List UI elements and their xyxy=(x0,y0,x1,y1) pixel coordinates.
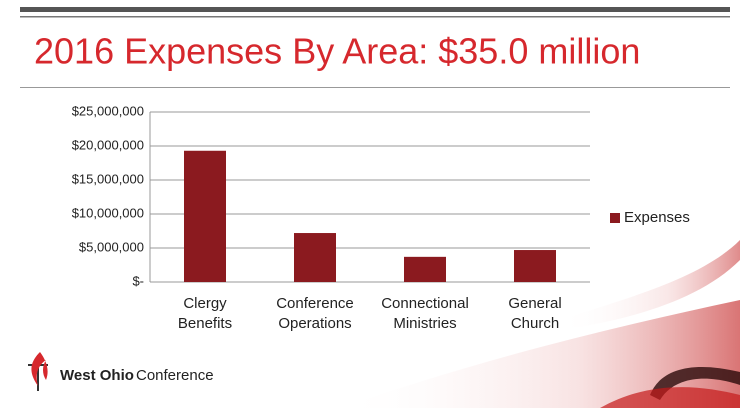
bar xyxy=(294,233,336,282)
chart-title: 2016 Expenses By Area: $35.0 million xyxy=(34,31,640,72)
top-rule-thin xyxy=(20,16,730,18)
y-tick-label: $25,000,000 xyxy=(72,103,144,118)
legend-label: Expenses xyxy=(624,209,690,226)
x-tick-label: General Church xyxy=(508,295,561,332)
x-tick-label: Clergy Benefits xyxy=(178,295,232,332)
y-tick-label: $5,000,000 xyxy=(79,239,144,254)
x-tick-label: Conference Operations xyxy=(276,295,354,332)
bar xyxy=(404,256,446,282)
title-rule xyxy=(20,87,730,88)
x-tick-label: Connectional Ministries xyxy=(381,295,469,332)
logo xyxy=(28,352,48,391)
bar xyxy=(514,250,556,282)
y-tick-label: $10,000,000 xyxy=(72,205,144,220)
y-tick-label: $- xyxy=(132,273,144,288)
top-rule xyxy=(20,7,730,12)
footer-organization: West Ohio xyxy=(60,367,134,384)
y-tick-label: $20,000,000 xyxy=(72,137,144,152)
footer-suffix: Conference xyxy=(136,367,214,384)
y-tick-label: $15,000,000 xyxy=(72,171,144,186)
legend-swatch xyxy=(610,213,620,223)
bar xyxy=(184,150,226,282)
decoration xyxy=(340,240,740,408)
